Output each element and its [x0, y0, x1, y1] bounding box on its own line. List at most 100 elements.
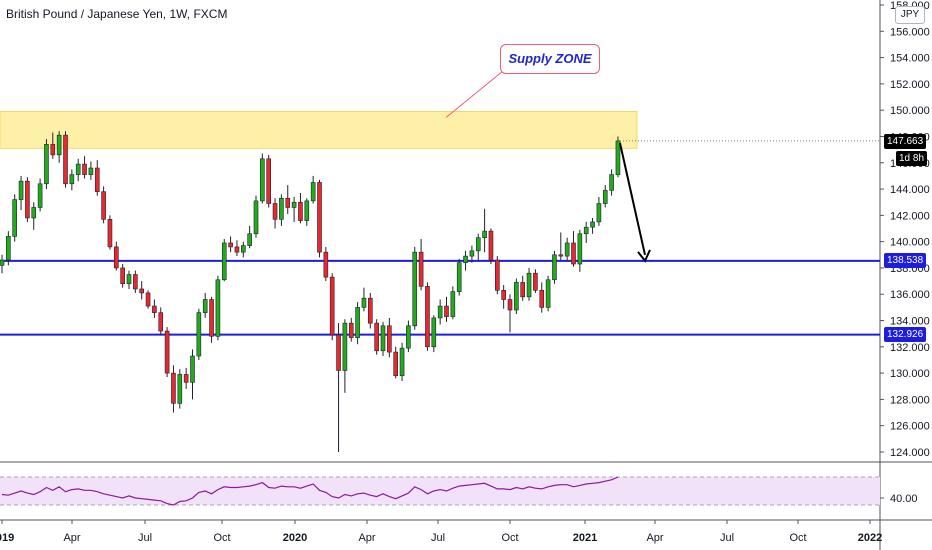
candle-body: [507, 299, 513, 311]
price-axis-tick-label: 128.000: [890, 394, 930, 406]
candle-body: [63, 134, 68, 185]
candle-body: [69, 174, 75, 185]
current-price-tag: 147.663: [884, 134, 927, 149]
time-axis-tick-label: 2019: [0, 532, 14, 544]
time-axis-tick-label: 2022: [858, 532, 882, 544]
candle-body: [317, 182, 322, 253]
candle-body: [355, 307, 360, 338]
candle-body: [12, 199, 17, 237]
candle-body: [304, 200, 310, 221]
time-axis-tick-label: Jul: [720, 532, 734, 544]
candle-body: [367, 297, 373, 324]
candle-body: [152, 305, 157, 313]
candle-body: [323, 251, 329, 278]
candle-body: [171, 372, 176, 404]
candle-body: [615, 140, 621, 175]
candle-body: [209, 299, 214, 337]
candle-body: [342, 322, 348, 371]
time-axis-tick-label: Jul: [138, 532, 152, 544]
candle-body: [501, 289, 506, 300]
candle-body: [44, 144, 49, 185]
currency-badge[interactable]: JPY: [895, 6, 925, 24]
price-axis-tick-label: 142.000: [890, 210, 930, 222]
supply-zone-callout-line: [445, 70, 504, 118]
candle-body: [431, 317, 437, 348]
candle-body: [114, 246, 119, 269]
candle-body: [6, 236, 11, 261]
candle-body: [596, 203, 602, 223]
level-price-tag-lower: 132.926: [884, 327, 927, 342]
candle-body: [456, 262, 462, 292]
candle-body: [25, 180, 30, 219]
candle-body: [329, 276, 335, 336]
candle-body: [234, 246, 240, 253]
candle-body: [88, 167, 94, 175]
price-axis-tick-label: 140.000: [890, 237, 930, 249]
candle-body: [260, 158, 265, 202]
candle-body: [310, 182, 316, 202]
candle-body: [196, 312, 202, 357]
candle-body: [279, 197, 284, 220]
candle-body: [564, 242, 570, 257]
price-axis-tick-label: 152.000: [890, 79, 930, 91]
candle-body: [56, 134, 62, 156]
candle-body: [539, 289, 545, 308]
projection-arrow-head: [637, 249, 651, 263]
candle-body: [183, 374, 189, 383]
candle-body: [425, 286, 430, 348]
candle-body: [50, 144, 56, 156]
candle-body: [120, 267, 125, 285]
time-axis-tick-label: Jul: [431, 532, 445, 544]
candle-body: [361, 297, 367, 308]
candle-body: [177, 374, 183, 404]
candle-body: [75, 163, 81, 175]
candle-body: [494, 259, 500, 291]
candle-body: [126, 274, 132, 285]
price-axis-tick-label: 136.000: [890, 289, 930, 301]
candle-body: [533, 272, 538, 291]
price-axis-tick-label: 156.000: [890, 26, 930, 38]
candle-body: [583, 226, 589, 235]
candle-body: [107, 218, 113, 248]
candle-body: [514, 282, 519, 311]
candle-body: [285, 197, 291, 208]
price-axis-tick-label: 134.000: [890, 316, 930, 328]
candle-body: [545, 279, 551, 308]
candle-body: [336, 334, 341, 371]
candle-body: [482, 230, 487, 239]
candle-body: [406, 325, 411, 349]
candle-body: [450, 291, 456, 317]
time-axis-tick-label: Apr: [358, 532, 375, 544]
candle-body: [437, 305, 443, 319]
price-axis-tick-label: 132.000: [890, 342, 930, 354]
candle-body: [418, 251, 424, 287]
candle-body: [31, 207, 37, 219]
candle-body: [228, 242, 233, 248]
time-axis-tick-label: 2021: [573, 532, 597, 544]
candle-body: [602, 190, 608, 204]
price-axis-tick-label: 130.000: [890, 368, 930, 380]
candle-body: [145, 292, 151, 307]
candle-body: [202, 299, 208, 313]
rsi-band: [0, 477, 880, 505]
candle-body: [577, 233, 583, 265]
price-axis-tick-label: 144.000: [890, 184, 930, 196]
candle-body: [609, 174, 614, 191]
price-axis-tick-label: 150.000: [890, 105, 930, 117]
candle-body: [374, 322, 379, 352]
candle-body: [101, 191, 106, 220]
supply-zone-rect[interactable]: [0, 110, 638, 149]
time-axis-tick-label: Oct: [789, 532, 806, 544]
candle-body: [164, 330, 170, 374]
candle-body: [253, 200, 259, 235]
time-axis-tick-label: Apr: [646, 532, 663, 544]
candle-body: [380, 325, 386, 352]
projection-arrow-line: [618, 142, 646, 256]
rsi-axis-tick-label: 40.00: [890, 493, 918, 505]
candle-body: [387, 325, 392, 353]
candle-body: [469, 250, 475, 257]
rsi-line[interactable]: [1, 476, 619, 506]
time-axis-tick-label: Oct: [501, 532, 518, 544]
